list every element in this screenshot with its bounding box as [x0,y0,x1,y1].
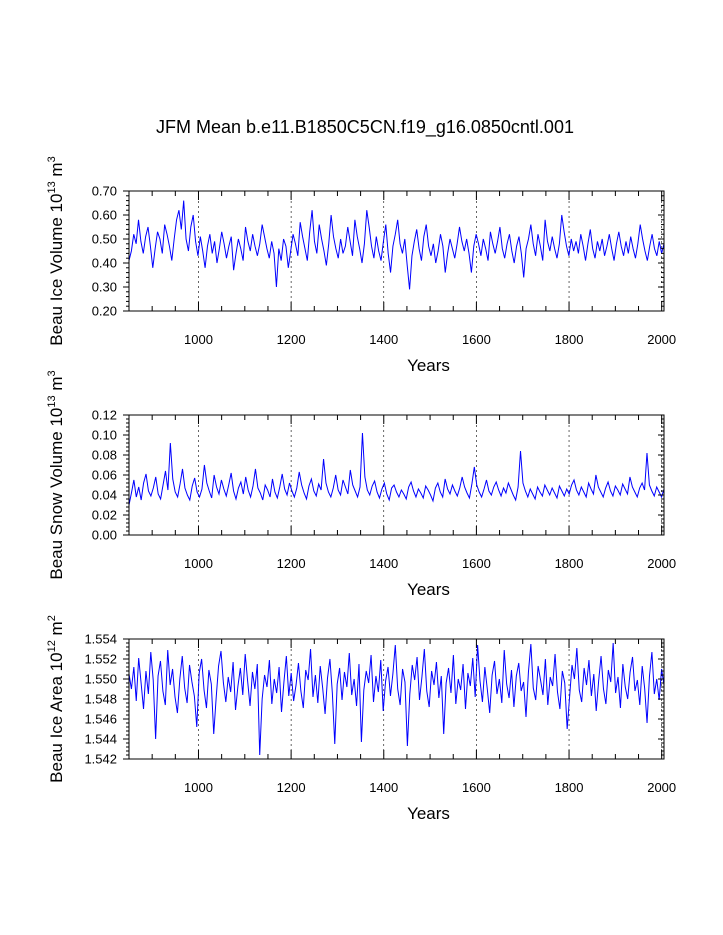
x-axis-title: Years [407,580,450,599]
x-tick-label: 1000 [184,332,213,347]
plot-frame [128,190,665,312]
x-tick-label: 1600 [462,556,491,571]
x-tick-label: 2000 [647,332,676,347]
y-tick-label: 1.554 [84,632,117,647]
y-tick-label: 1.542 [84,752,117,767]
x-tick-label: 1200 [277,332,306,347]
chart-panel-1: 1000 1200 1400 1600 1800 2000 0.20 0.30 0.40 0.50… [46,156,676,375]
series-line [128,642,665,756]
x-tick-label: 1800 [555,556,584,571]
x-tick-label: 1600 [462,332,491,347]
y-tick-label: 0.02 [92,508,117,523]
x-axis-title: Years [407,804,450,823]
chart-panel-2: 1000 1200 1400 1600 1800 2000 0.00 0.02 0.04 0.06… [46,370,676,599]
y-tick-label: 0.12 [92,408,117,423]
y-tick-label: 1.552 [84,652,117,667]
y-axis-title: Beau Ice Volume 1013 m3 [46,156,66,345]
y-tick-label: 0.04 [92,488,117,503]
y-axis-title: Beau Ice Area 1012 m2 [46,615,66,783]
x-tick-label: 1000 [184,556,213,571]
figure-title: JFM Mean b.e11.B1850C5CN.f19_g16.0850cnt… [156,117,574,138]
x-tick-label: 2000 [647,556,676,571]
x-tick-label: 1200 [277,556,306,571]
y-tick-label: 1.550 [84,672,117,687]
x-axis-title: Years [407,356,450,375]
y-tick-label: 1.548 [84,692,117,707]
x-tick-label: 1800 [555,780,584,795]
y-tick-label: 0.40 [92,256,117,271]
x-tick-label: 1800 [555,332,584,347]
y-tick-label: 0.20 [92,304,117,319]
y-tick-label: 1.544 [84,732,117,747]
panels: 1000 1200 1400 1600 1800 2000 0.20 0.30 0.40 0.50… [46,156,676,823]
y-tick-label: 0.06 [92,468,117,483]
x-tick-label: 1400 [369,556,398,571]
chart-panel-3: 1000 1200 1400 1600 1800 2000 1.542 1.544 1.546 1… [46,615,676,823]
y-tick-label: 0.10 [92,428,117,443]
y-tick-label: 0.00 [92,528,117,543]
y-tick-label: 1.546 [84,712,117,727]
y-tick-label: 0.50 [92,232,117,247]
y-tick-label: 0.70 [92,184,117,199]
x-tick-label: 1400 [369,780,398,795]
y-tick-label: 0.30 [92,280,117,295]
x-tick-label: 1400 [369,332,398,347]
series-line [128,432,665,506]
series-line [128,200,665,290]
x-tick-label: 1600 [462,780,491,795]
y-axis-title: Beau Snow Volume 1013 m3 [46,370,66,579]
plot-frame [128,414,665,536]
x-tick-label: 1000 [184,780,213,795]
plot-frame [128,638,665,760]
y-tick-label: 0.60 [92,208,117,223]
x-tick-label: 2000 [647,780,676,795]
x-tick-label: 1200 [277,780,306,795]
y-tick-label: 0.08 [92,448,117,463]
